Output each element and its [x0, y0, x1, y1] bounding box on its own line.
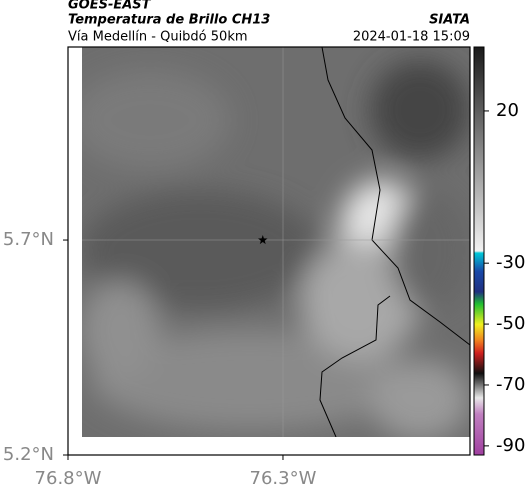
map-frame: [67, 46, 471, 456]
subtitle: Vía Medellín - Quibdó 50km: [68, 30, 248, 45]
colorbar-tick-label: -50: [496, 313, 525, 334]
colorbar-tick-label: -30: [496, 252, 525, 273]
location-marker: [258, 235, 268, 245]
y-tick-label: 5.2°N: [3, 444, 54, 465]
brand: SIATA: [429, 13, 470, 28]
y-tick-label: 5.7°N: [3, 229, 54, 250]
colorbar-tick-label: 20: [496, 100, 519, 121]
x-tick-label: 76.8°W: [35, 468, 102, 489]
source: GOES-EAST: [68, 0, 152, 13]
title: Temperatura de Brillo CH13: [68, 13, 270, 28]
colorbar-tick-label: -70: [496, 374, 525, 395]
colorbar-tick-label: -90: [496, 435, 525, 456]
colorbar: [473, 46, 485, 456]
x-tick-label: 76.3°W: [250, 468, 317, 489]
timestamp: 2024-01-18 15:09: [353, 30, 470, 45]
satellite-image: [82, 47, 470, 437]
